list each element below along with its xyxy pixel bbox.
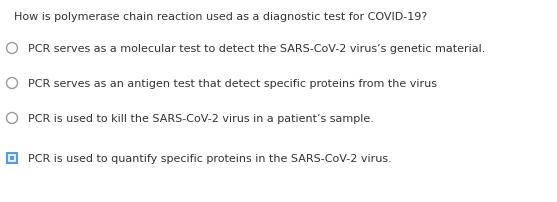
Text: How is polymerase chain reaction used as a diagnostic test for COVID-19?: How is polymerase chain reaction used as… xyxy=(14,12,427,22)
FancyBboxPatch shape xyxy=(10,156,14,160)
Text: PCR serves as an antigen test that detect specific proteins from the virus: PCR serves as an antigen test that detec… xyxy=(28,79,437,88)
Text: PCR is used to quantify specific proteins in the SARS-CoV-2 virus.: PCR is used to quantify specific protein… xyxy=(28,153,392,163)
Text: PCR is used to kill the SARS-CoV-2 virus in a patient’s sample.: PCR is used to kill the SARS-CoV-2 virus… xyxy=(28,114,374,123)
FancyBboxPatch shape xyxy=(7,153,17,163)
Text: PCR serves as a molecular test to detect the SARS-CoV-2 virus’s genetic material: PCR serves as a molecular test to detect… xyxy=(28,44,485,54)
